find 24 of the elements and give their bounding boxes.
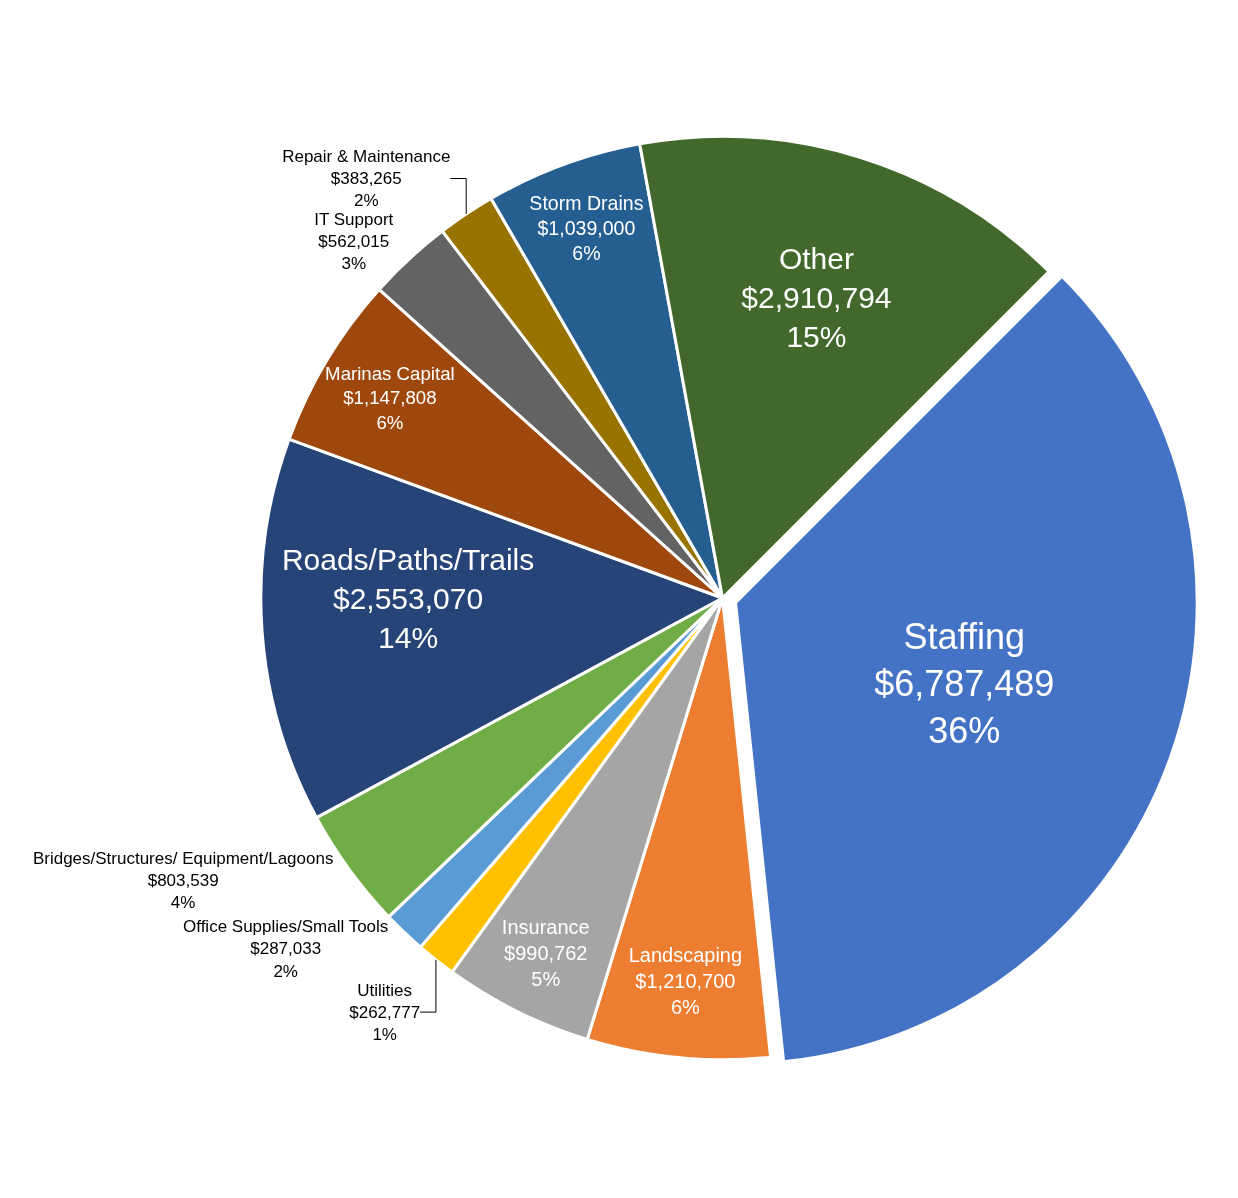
slice-label: Marinas Capital	[325, 363, 455, 385]
data-label: $562,015 3%	[318, 232, 390, 274]
slice-label: IT Support	[314, 210, 394, 230]
slice-label: Utilities	[357, 980, 413, 1000]
data-label: $1,210,700 6%	[635, 970, 736, 1019]
slice-label: Insurance	[501, 916, 590, 939]
slice-label: Bridges/Structures/ Equipment/Lagoons	[32, 848, 334, 868]
data-label: $6,787,489 36%	[874, 663, 1055, 751]
data-label: $990,762 5%	[504, 942, 588, 991]
slice-label: Repair & Maintenance	[282, 146, 451, 166]
slice-label: Landscaping	[628, 944, 743, 967]
slice-label: Other	[778, 241, 854, 275]
slice-label: Office Supplies/Small Tools	[182, 917, 389, 937]
data-label: $2,553,070 14%	[332, 581, 484, 654]
data-label: $2,910,794 15%	[741, 280, 892, 353]
slice-label: Staffing	[903, 616, 1025, 658]
data-label: $1,039,000 6%	[537, 217, 636, 265]
data-label: $803,539 4%	[147, 871, 219, 913]
data-label: $262,777 1%	[349, 1002, 421, 1044]
data-label: $383,265 2%	[330, 169, 402, 211]
slice-label: Roads/Paths/Trails	[281, 542, 535, 576]
data-label: $287,033 2%	[250, 939, 322, 981]
data-label: $1,147,808 6%	[343, 387, 437, 433]
slice-label: Storm Drains	[529, 191, 644, 214]
